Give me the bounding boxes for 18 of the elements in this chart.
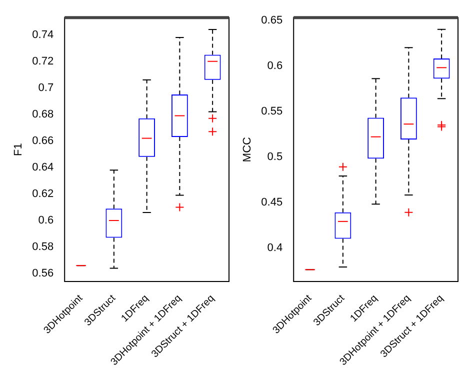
y-tick-label: 0.66 (32, 134, 54, 147)
y-tick-label: 0.74 (32, 28, 54, 41)
y-tick-label: 0.64 (32, 161, 54, 174)
y-tick-label: 0.58 (32, 241, 54, 254)
y-tick-label: 0.65 (261, 14, 283, 26)
y-tick-label: 0.5 (267, 150, 283, 163)
y-tick-label: 0.45 (261, 196, 283, 208)
y-tick-label: 0.6 (267, 60, 283, 72)
y-tick-label: 0.6 (38, 214, 54, 227)
y-tick-label: 0.72 (32, 55, 54, 68)
y-tick-label: 0.55 (261, 105, 283, 118)
y-tick-label: 0.7 (38, 82, 54, 94)
y-tick-label: 0.56 (32, 268, 54, 280)
y-axis-title: F1 (12, 143, 25, 156)
y-tick-label: 0.62 (32, 188, 54, 200)
y-tick-label: 0.4 (267, 242, 283, 254)
y-axis-title: MCC (242, 136, 254, 162)
y-tick-label: 0.68 (32, 108, 54, 120)
